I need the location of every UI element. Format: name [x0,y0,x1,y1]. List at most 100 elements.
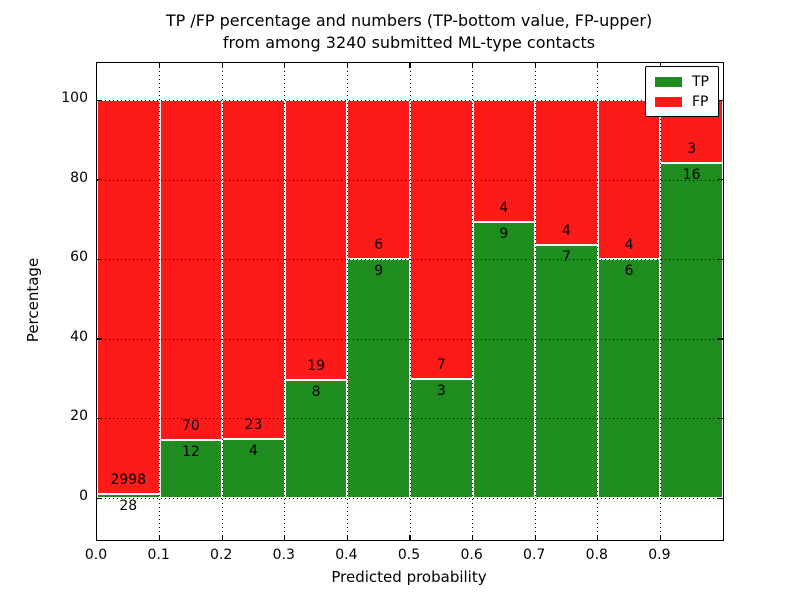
top-tick-mark [471,63,474,68]
v-gridline [409,63,411,540]
tp-count-label: 9 [374,263,384,280]
v-gridline [534,63,536,540]
fp-bar-segment [97,100,160,495]
v-gridline [346,63,348,540]
bottom-tick-mark [284,535,286,540]
fp-count-label: 70 [181,417,200,434]
tp-count-label: 6 [624,263,634,280]
fp-bar-segment [410,100,473,379]
x-tick-label: 0.9 [648,547,671,563]
top-tick-mark [534,63,536,68]
top-tick-mark [346,63,349,68]
fp-count-label: 19 [307,358,326,375]
plot-area: 2998 28 70 12 23 4 19 8 6 9 7 3 4 9 4 7 4 6 3 16 [96,62,724,541]
top-tick-mark [597,63,599,68]
fp-swatch-icon [655,96,682,107]
left-tick-mark [97,99,102,101]
tp-swatch-icon [655,76,682,87]
bottom-tick-mark [346,535,349,540]
y-tick-label: 0 [79,488,88,504]
fp-count-label: 7 [436,356,446,373]
v-gridline [472,63,474,540]
fp-count-label: 4 [499,200,509,217]
x-axis-label: Predicted probability [331,568,487,586]
tp-count-label: 7 [562,248,571,265]
bottom-tick-mark [534,535,536,540]
x-tick-label: 0.2 [210,547,233,563]
left-tick-mark [97,258,102,261]
v-gridline [284,63,286,540]
top-tick-mark [284,63,286,68]
left-tick-mark [97,179,102,181]
tp-bar-segment [410,378,473,498]
tp-bar-segment [347,259,410,498]
x-tick-label: 0.6 [460,547,483,563]
fp-count-label: 4 [562,222,571,239]
tp-count-label: 8 [311,384,321,401]
tp-count-label: 16 [682,166,701,183]
left-tick-mark [97,417,102,420]
bottom-tick-mark [221,535,223,540]
y-tick-label: 60 [70,249,88,266]
top-tick-mark [158,63,161,68]
v-gridline [659,63,661,540]
tp-count-label: 3 [436,382,446,399]
fp-count-label: 3 [687,140,697,157]
fp-count-label: 4 [624,237,634,254]
right-tick-mark [718,497,723,499]
fp-count-label: 6 [374,237,384,254]
chart-title-line2: from among 3240 submitted ML-type contac… [222,33,596,53]
tp-bar-segment [535,244,598,498]
tp-count-label: 9 [499,226,509,243]
v-gridline [159,63,161,540]
tp-count-label: 12 [181,443,200,460]
legend-item-tp: TP [655,73,709,90]
v-gridline [597,63,599,540]
x-tick-label: 0.8 [585,547,608,563]
y-axis-label: Percentage [24,257,42,343]
legend-label-tp: TP [692,73,709,90]
fp-bar-segment [535,100,598,245]
chart-title: TP /FP percentage and numbers (TP-bottom… [96,10,722,55]
legend-label-fp: FP [692,93,709,110]
x-tick-label: 0.0 [84,547,108,563]
bottom-tick-mark [158,535,161,540]
legend-item-fp: FP [655,93,709,110]
top-tick-mark [409,63,411,68]
fp-bar-segment [159,100,223,440]
y-tick-label: 80 [70,169,88,186]
tp-bar-segment [472,222,536,498]
right-tick-mark [718,417,723,420]
fp-count-label: 23 [244,417,263,434]
left-tick-mark [97,497,102,499]
tp-bar-segment [597,259,661,498]
right-tick-mark [718,99,723,101]
fp-bar-segment [472,100,536,223]
bottom-tick-mark [409,535,411,540]
right-tick-mark [718,258,723,261]
bottom-tick-mark [471,535,474,540]
tp-count-label: 28 [119,498,138,515]
bottom-tick-mark [659,535,662,540]
x-tick-label: 0.3 [272,547,295,563]
fp-bar-segment [222,100,285,440]
fp-count-label: 2998 [110,472,147,489]
x-tick-label: 0.1 [147,547,170,563]
x-tick-label: 0.5 [397,547,421,563]
tp-bar-segment [660,162,723,498]
right-tick-mark [718,179,723,181]
top-tick-mark [221,63,223,68]
top-tick-mark [659,63,662,68]
chart-title-line1: TP /FP percentage and numbers (TP-bottom… [165,11,653,30]
y-tick-label: 20 [70,408,88,425]
legend: TP FP [645,66,719,117]
x-tick-label: 0.4 [335,547,358,563]
x-tick-label: 0.7 [523,547,546,563]
left-tick-mark [97,338,102,340]
v-gridline [221,63,223,540]
y-tick-label: 40 [70,328,88,345]
tp-count-label: 4 [249,443,258,460]
y-tick-label: 100 [61,90,88,106]
bottom-tick-mark [597,535,599,540]
